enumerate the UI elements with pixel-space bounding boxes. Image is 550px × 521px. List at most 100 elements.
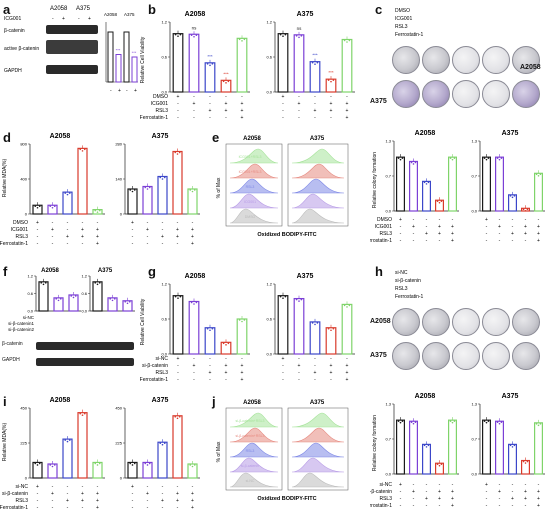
- treatment-sign: -: [193, 370, 195, 376]
- blot-row-label: GAPDH: [4, 68, 22, 74]
- data-point: [133, 189, 136, 191]
- colony-legend: si-NC si-β-catenin RSL3 Ferrostatin-1: [395, 270, 424, 300]
- treatment-sign: -: [37, 505, 39, 511]
- treatment-sign: -: [486, 503, 488, 509]
- legend-rsl3: RSL3: [395, 286, 408, 292]
- trace-label: si-β-catenin+RSL3: [236, 419, 265, 423]
- data-point: [238, 319, 241, 321]
- treatment-sign: -: [525, 482, 527, 488]
- bar: [172, 415, 183, 479]
- data-point: [129, 189, 132, 191]
- treatment-sign: +: [346, 377, 349, 383]
- data-point: [179, 295, 182, 298]
- data-point: [176, 417, 179, 420]
- histogram-trace: [291, 178, 345, 194]
- treatment-sign: +: [298, 363, 301, 369]
- treatment-sign: +: [81, 491, 84, 497]
- histogram-trace: [291, 412, 345, 428]
- data-point: [526, 208, 529, 211]
- treatment-sign: -: [330, 356, 332, 362]
- treatment-sign: -: [452, 482, 454, 488]
- bar-chart-d-A375: 0 140 280: [115, 142, 200, 217]
- bar-chart-i-A375: 0 225 450: [115, 406, 200, 481]
- treatment-sign: +: [176, 234, 179, 240]
- chart-a: A2058 A375*** ***- + - +: [104, 12, 138, 94]
- y-tick-label: 0: [120, 476, 123, 481]
- data-point: [511, 446, 514, 448]
- data-point: [227, 80, 230, 83]
- trace-label: ICG001+RSL3: [239, 155, 262, 159]
- treatment-sign: -: [282, 108, 284, 114]
- data-point: [526, 460, 529, 463]
- colony-dish: [392, 308, 420, 336]
- panel-c: c DMSO ICG001 RSL3 Ferrostatin-1 A2058 A…: [370, 0, 550, 125]
- treatment-sign: -: [67, 484, 69, 490]
- data-point: [72, 296, 75, 299]
- treatment-sign: +: [225, 108, 228, 114]
- legend-ferrostatin: Ferrostatin-1: [395, 32, 424, 38]
- data-point: [498, 158, 501, 161]
- treatment-sign: -: [525, 238, 527, 244]
- data-point: [436, 463, 439, 466]
- treatment-label: si-β-catenin2: [8, 327, 34, 332]
- data-point: [53, 205, 56, 208]
- y-axis-label: Relative colony formation: [372, 152, 378, 208]
- data-point: [485, 158, 488, 161]
- y-tick-label: 0.0: [471, 209, 477, 214]
- data-point: [98, 282, 101, 284]
- chart-e: % of Max A2058 A375 DMSO ICG001 RSL3 ICG001+RS…: [216, 136, 349, 238]
- bar: [481, 419, 491, 475]
- data-point: [64, 192, 67, 194]
- treatment-sign: -: [82, 484, 84, 490]
- y-tick-label: 1.2: [266, 282, 272, 287]
- data-point: [74, 295, 77, 297]
- data-point: [449, 157, 452, 159]
- trace-label: RSL3: [246, 449, 255, 453]
- data-point: [487, 420, 490, 422]
- y-tick-label: 0.6: [81, 291, 87, 296]
- treatment-label: si-β-catenin1: [8, 321, 34, 326]
- data-point: [451, 421, 454, 424]
- treatment-sign: -: [426, 489, 428, 495]
- significance-label: ***: [132, 50, 137, 55]
- treatment-sign: -: [499, 503, 501, 509]
- data-point: [438, 464, 441, 467]
- sign-table: + - - - -- + - + +- - + + +- - - - +: [485, 482, 540, 509]
- treatment-sign: -: [67, 505, 69, 511]
- data-point: [57, 299, 60, 302]
- treatment-sign: +: [498, 489, 501, 495]
- data-point: [66, 193, 69, 196]
- data-point: [159, 176, 162, 179]
- treatment-sign: +: [425, 496, 428, 502]
- y-tick-label: 0.0: [385, 472, 391, 477]
- data-point: [83, 148, 86, 151]
- data-point: [227, 342, 230, 345]
- colony-dish: [392, 46, 420, 74]
- sign: -: [52, 16, 54, 22]
- sign-table: + - - - -- + - + +- - + + +- - - - +: [131, 484, 194, 511]
- chart-c: Relative colony formation A2058 A375 0.0 0.7…: [370, 130, 545, 244]
- treatment-sign: -: [400, 238, 402, 244]
- y-axis-label: Relative Cell Viability: [140, 36, 146, 83]
- treatment-label: si-β-catenin: [2, 491, 28, 497]
- data-point: [511, 196, 514, 199]
- y-tick-label: 0.0: [266, 352, 272, 357]
- sign-table: + - - - -- + - + +- - + + +- - - - +: [36, 220, 99, 247]
- treatment-sign: -: [426, 503, 428, 509]
- y-tick-label: 800: [20, 142, 27, 147]
- treatment-sign: +: [146, 491, 149, 497]
- panel-b: b Relative Cell Viability A2058 A375 0.0 0.6…: [140, 0, 360, 125]
- bar: [204, 62, 216, 93]
- treatment-sign: -: [147, 498, 149, 504]
- data-point: [211, 327, 214, 330]
- data-point: [535, 173, 538, 176]
- treatment-sign: -: [193, 377, 195, 383]
- data-point: [96, 283, 99, 286]
- data-point: [440, 463, 443, 466]
- treatment-sign: -: [282, 363, 284, 369]
- data-point: [174, 151, 177, 154]
- data-point: [440, 200, 443, 203]
- bar-chart-b-A2058: 0.0 0.6 1.2 ns *** ***: [161, 20, 250, 95]
- chart-g: Relative Cell Viability A2058 A375 0.0 0.6 1.…: [140, 273, 355, 383]
- treatment-label: ICG001: [11, 227, 28, 233]
